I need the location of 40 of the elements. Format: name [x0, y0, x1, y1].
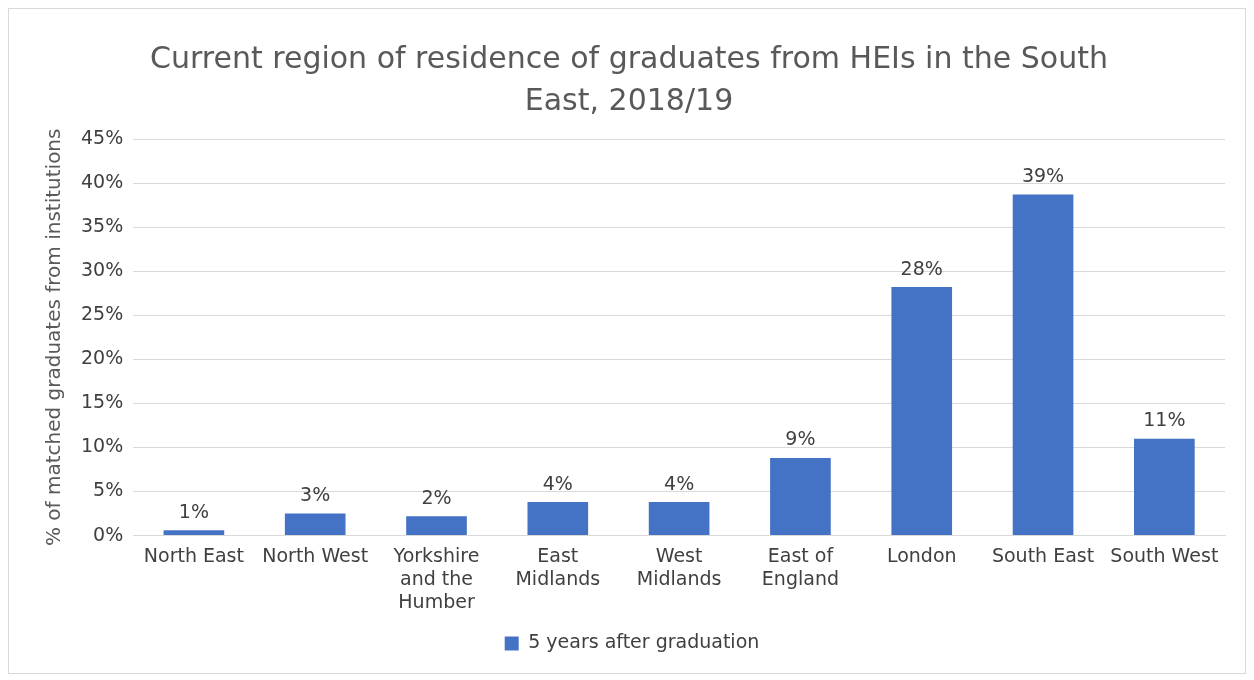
y-tick-label: 45%: [81, 125, 124, 148]
data-label: 4%: [664, 471, 695, 494]
y-tick-label: 30%: [81, 258, 124, 281]
data-label: 39%: [1021, 163, 1065, 186]
bar: [527, 502, 589, 536]
chart-title: Current region of residence of graduates from HEIs in the South East, 2018/19: [149, 39, 1109, 119]
data-label: 1%: [178, 499, 209, 522]
x-tick-label: Yorkshire and the Humber: [392, 543, 480, 612]
y-tick-label: 0%: [93, 522, 124, 545]
y-tick-label: 25%: [81, 302, 124, 325]
bar: [648, 502, 710, 536]
data-label: 2%: [421, 485, 452, 508]
y-tick-label: 35%: [81, 214, 124, 237]
bar: [284, 513, 346, 536]
bar: [163, 530, 225, 536]
x-tick-label: North West: [262, 543, 369, 566]
y-tick-label: 15%: [81, 390, 124, 413]
bar: [1134, 438, 1195, 536]
x-tick-label: North East: [143, 543, 244, 566]
x-tick-label: East of England: [761, 543, 839, 589]
x-tick-label: London: [886, 543, 957, 566]
y-tick-label: 40%: [81, 170, 124, 192]
data-label: 28%: [900, 256, 943, 279]
bar: [1012, 194, 1074, 536]
data-label: 4%: [542, 471, 573, 494]
y-tick-label: 10%: [81, 434, 124, 457]
bar: [891, 287, 953, 536]
x-tick-label: West Midlands: [636, 543, 722, 589]
y-tick-label: 20%: [81, 346, 124, 369]
bar: [406, 516, 467, 536]
bar: [770, 458, 831, 536]
x-tick-label: East Midlands: [515, 543, 601, 589]
y-axis-title: % of matched graduates from institutions: [41, 128, 66, 547]
data-label: 3%: [300, 483, 331, 505]
data-label: 9%: [785, 427, 816, 450]
x-tick-label: South East: [991, 543, 1095, 566]
legend-label: 5 years after graduation: [528, 630, 760, 653]
y-tick-label: 5%: [93, 478, 124, 501]
x-tick-label: South West: [1110, 543, 1219, 566]
data-label: 11%: [1143, 408, 1186, 431]
